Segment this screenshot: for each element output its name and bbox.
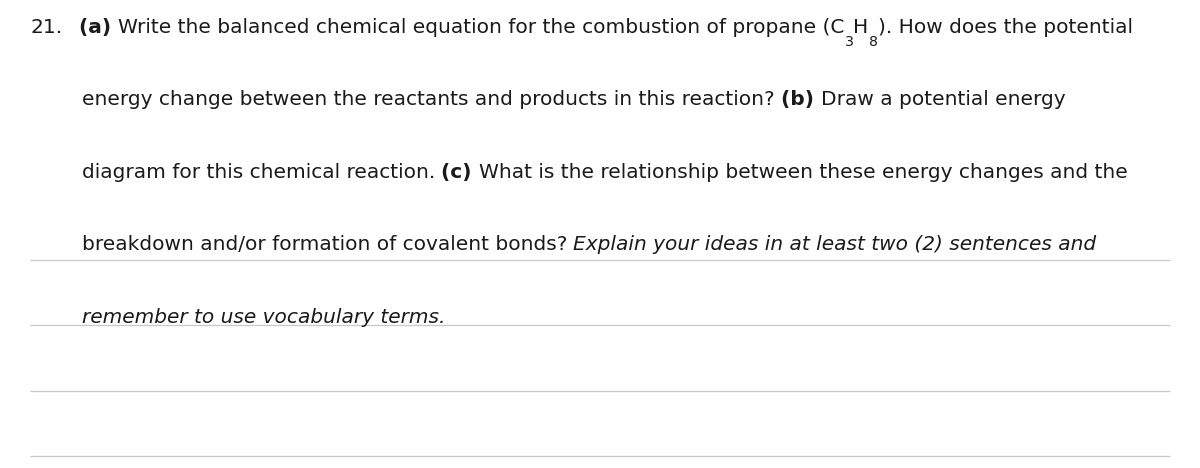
Text: (a): (a) [79, 18, 118, 37]
Text: 21.: 21. [30, 18, 62, 37]
Text: energy change between the reactants and products in this reaction?: energy change between the reactants and … [82, 90, 781, 110]
Text: Write the balanced chemical equation for the combustion of propane (C: Write the balanced chemical equation for… [118, 18, 845, 37]
Text: H: H [853, 18, 869, 37]
Text: (b): (b) [781, 90, 821, 110]
Text: Explain your ideas in at least two (2) sentences and: Explain your ideas in at least two (2) s… [574, 235, 1097, 255]
Text: breakdown and/or formation of covalent bonds?: breakdown and/or formation of covalent b… [82, 235, 574, 255]
Text: ). How does the potential: ). How does the potential [877, 18, 1133, 37]
Text: 3: 3 [845, 35, 853, 49]
Text: What is the relationship between these energy changes and the: What is the relationship between these e… [479, 163, 1128, 182]
Text: (c): (c) [442, 163, 479, 182]
Text: remember to use vocabulary terms.: remember to use vocabulary terms. [82, 308, 445, 327]
Text: diagram for this chemical reaction.: diagram for this chemical reaction. [82, 163, 442, 182]
Text: 8: 8 [869, 35, 877, 49]
Text: Draw a potential energy: Draw a potential energy [821, 90, 1066, 110]
